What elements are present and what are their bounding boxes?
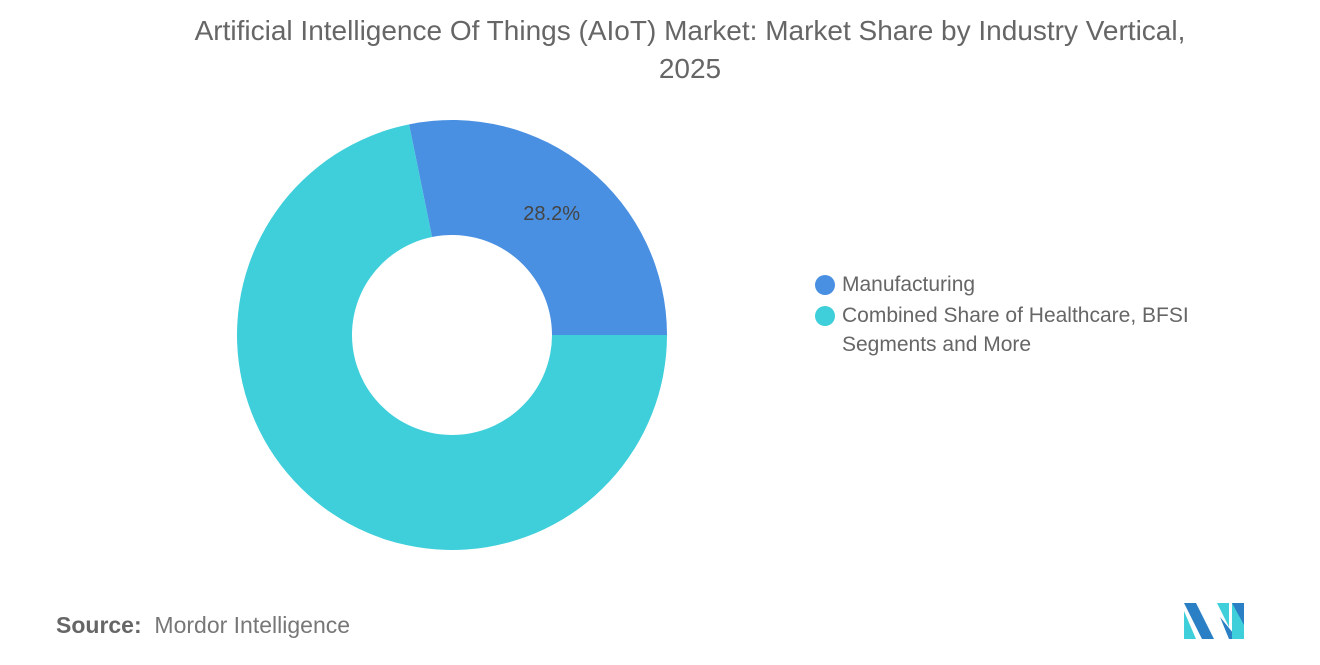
mordor-logo bbox=[1184, 603, 1244, 639]
legend-swatch bbox=[815, 306, 835, 326]
source-note: Source: Mordor Intelligence bbox=[56, 612, 350, 639]
slice-0[interactable] bbox=[409, 120, 667, 336]
legend-label: Combined Share of Healthcare, BFSI Segme… bbox=[842, 304, 1189, 356]
data-label: 28.2% bbox=[523, 203, 580, 225]
legend-label: Manufacturing bbox=[842, 273, 976, 296]
source-value: Mordor Intelligence bbox=[154, 612, 351, 638]
source-label: Source: bbox=[56, 612, 142, 638]
chart-title: Artificial Intelligence Of Things (AIoT)… bbox=[194, 15, 1186, 84]
slice-1[interactable] bbox=[236, 124, 667, 550]
legend-swatch bbox=[815, 275, 835, 295]
